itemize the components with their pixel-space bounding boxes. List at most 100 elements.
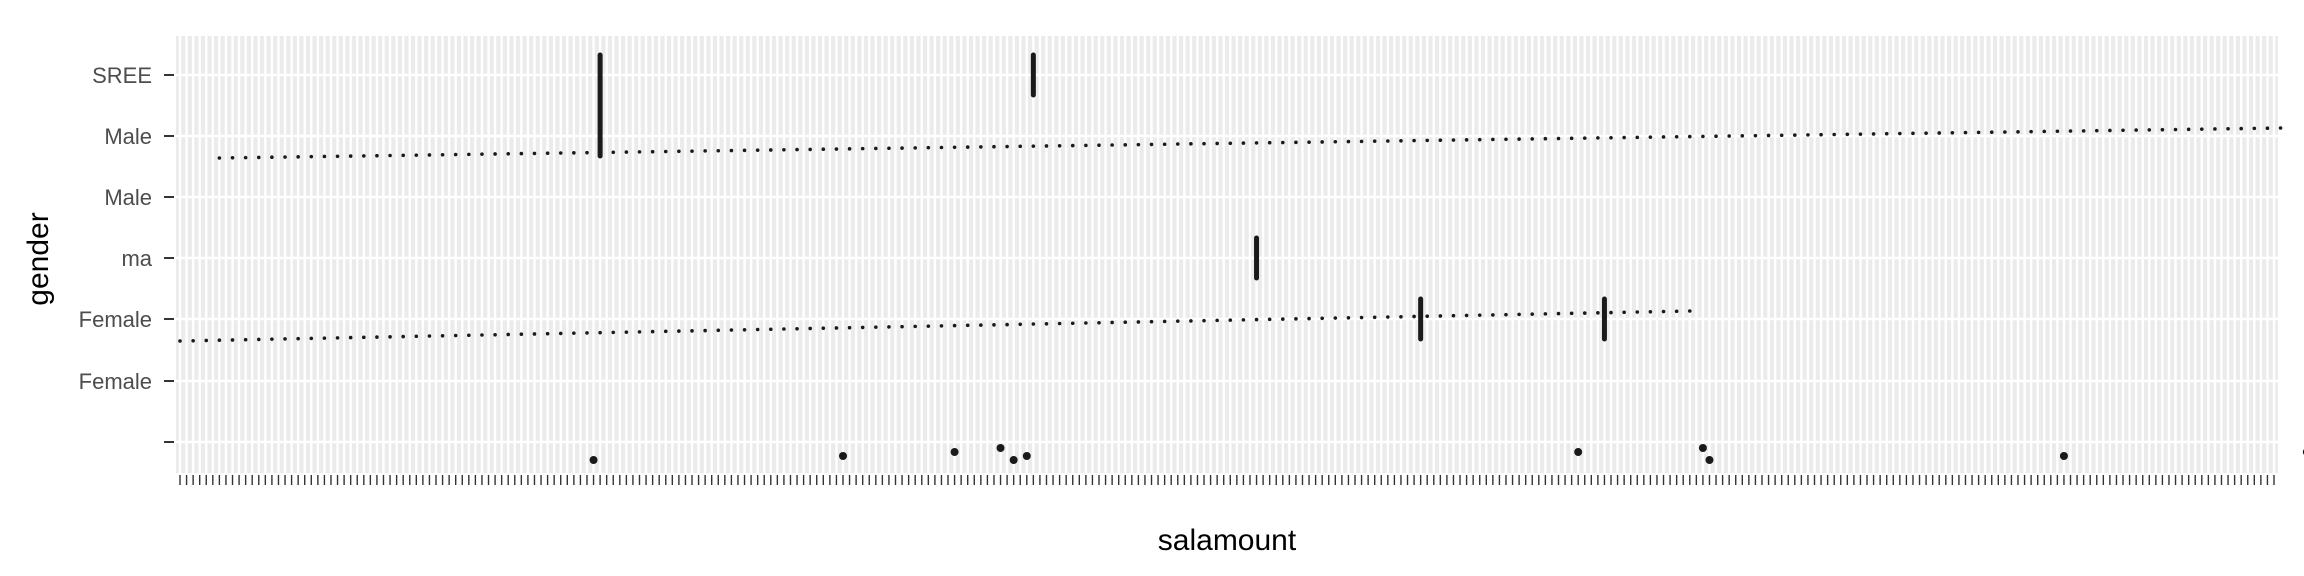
band-point: [1517, 137, 1521, 141]
grid-lines: [176, 36, 2278, 473]
band-point: [1425, 138, 1430, 143]
band-point: [375, 153, 379, 158]
band-point: [1766, 133, 1771, 138]
data-point: [996, 444, 1005, 452]
band-point: [1110, 320, 1114, 325]
band-point: [1491, 313, 1495, 317]
band-point: [480, 333, 484, 337]
band-point: [1963, 130, 1968, 135]
band-point: [1451, 313, 1456, 318]
band-point: [1399, 314, 1403, 319]
band-point: [2121, 128, 2125, 133]
band-point: [1241, 141, 1246, 145]
band-point: [939, 324, 944, 328]
band-point: [1425, 314, 1430, 319]
band-point: [847, 147, 852, 151]
band-point: [1202, 318, 1206, 323]
band-point: [401, 334, 405, 339]
band-point: [1110, 143, 1114, 147]
band-point: [1175, 319, 1180, 323]
band-point: [361, 335, 366, 340]
band-point: [900, 324, 904, 329]
band-point: [1228, 318, 1233, 322]
data-point: [950, 448, 959, 456]
band-point: [637, 330, 642, 334]
band-point: [1596, 311, 1600, 315]
band-point: [1372, 139, 1377, 143]
band-point: [2003, 130, 2007, 134]
band-point: [1294, 140, 1298, 145]
data-point: [1022, 452, 1031, 460]
band-point: [1832, 132, 1836, 137]
band-point: [1477, 313, 1482, 317]
band-point: [860, 146, 865, 151]
band-point: [1924, 131, 1928, 135]
band-point: [335, 154, 340, 159]
band-point: [2186, 127, 2191, 132]
band-point: [178, 339, 182, 343]
band-point: [480, 152, 484, 156]
band-point: [992, 144, 996, 149]
band-point: [467, 333, 471, 338]
band-point: [1307, 316, 1311, 321]
band-point: [1031, 144, 1036, 148]
band-point: [1556, 136, 1561, 141]
band-point: [742, 327, 747, 332]
data-points: [589, 444, 2304, 464]
band-point: [1464, 313, 1469, 318]
band-point: [729, 328, 734, 332]
band-point: [493, 332, 497, 337]
band-point: [1451, 138, 1456, 142]
band-point: [1254, 141, 1259, 145]
band-point: [493, 152, 497, 156]
band-point: [1937, 131, 1942, 135]
band-point: [256, 155, 261, 160]
band-point: [637, 150, 642, 154]
band-point: [926, 324, 931, 328]
band-point: [1307, 140, 1311, 144]
band-point: [755, 148, 760, 152]
band-point: [1097, 143, 1101, 147]
band-point: [1543, 312, 1548, 316]
band-point: [742, 148, 747, 153]
band-point: [1517, 312, 1521, 317]
band-point: [1320, 140, 1324, 144]
band-point: [1254, 317, 1259, 322]
band-point: [1057, 321, 1062, 326]
band-point: [519, 151, 524, 156]
band-point: [2081, 129, 2086, 133]
band-point: [1162, 142, 1167, 147]
band-point: [427, 334, 432, 338]
band-point: [1084, 321, 1088, 325]
band-point: [256, 337, 261, 342]
band-point: [979, 145, 983, 149]
band-point: [1215, 318, 1219, 323]
band-point: [952, 145, 957, 150]
band-point: [1674, 309, 1679, 314]
band-point: [1530, 137, 1535, 141]
band-point: [414, 334, 419, 339]
band-point: [834, 147, 839, 151]
band-point: [1543, 136, 1548, 141]
data-point: [1574, 448, 1583, 456]
band-point: [860, 325, 865, 330]
band-point: [1346, 139, 1351, 144]
band-point: [283, 155, 287, 159]
band-point: [585, 331, 589, 335]
band-point: [965, 145, 970, 149]
band-point: [1412, 138, 1416, 143]
band-point: [1779, 133, 1784, 138]
band-point: [1149, 319, 1154, 324]
y-tick-label: Male: [104, 185, 152, 210]
band-point: [2265, 126, 2270, 130]
band-point: [1596, 136, 1600, 140]
overplotted-point-stacks: [597, 52, 1607, 342]
band-point: [663, 149, 668, 154]
band-point: [532, 151, 537, 156]
band-point: [204, 338, 209, 343]
band-point: [821, 326, 826, 331]
band-point: [296, 336, 300, 341]
band-point: [1018, 144, 1023, 149]
band-point: [2160, 127, 2165, 132]
band-point: [1267, 140, 1272, 145]
